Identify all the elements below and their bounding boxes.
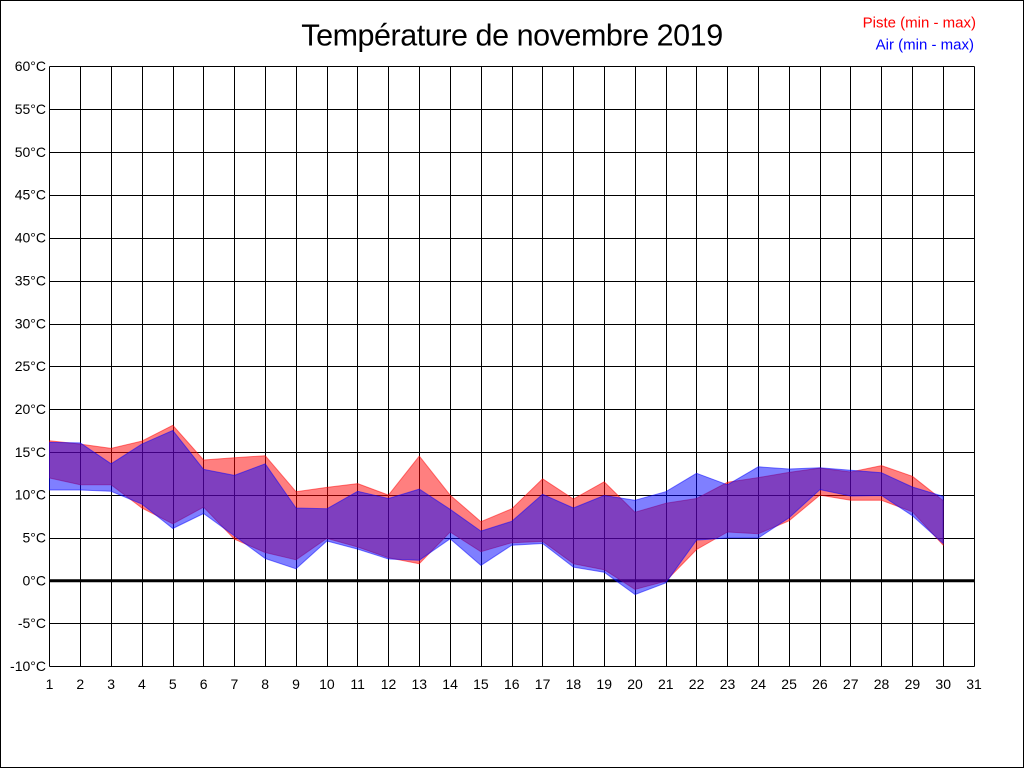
svg-text:17: 17 (535, 676, 551, 692)
svg-text:10: 10 (319, 676, 335, 692)
svg-text:9: 9 (292, 676, 300, 692)
svg-text:40°C: 40°C (15, 230, 46, 246)
svg-text:19: 19 (596, 676, 612, 692)
svg-text:35°C: 35°C (15, 272, 46, 288)
svg-text:15°C: 15°C (15, 444, 46, 460)
svg-text:18: 18 (566, 676, 582, 692)
svg-text:14: 14 (442, 676, 458, 692)
svg-text:22: 22 (689, 676, 705, 692)
svg-text:26: 26 (812, 676, 828, 692)
svg-text:29: 29 (905, 676, 921, 692)
svg-text:Piste (min - max): Piste (min - max) (863, 15, 976, 32)
svg-text:50°C: 50°C (15, 144, 46, 160)
svg-text:0°C: 0°C (23, 572, 47, 588)
svg-text:13: 13 (412, 676, 428, 692)
svg-text:60°C: 60°C (15, 58, 46, 74)
svg-text:6: 6 (200, 676, 208, 692)
svg-text:25°C: 25°C (15, 358, 46, 374)
svg-text:23: 23 (720, 676, 736, 692)
svg-text:5: 5 (169, 676, 177, 692)
svg-text:11: 11 (350, 676, 365, 692)
svg-text:45°C: 45°C (15, 187, 46, 203)
svg-text:25: 25 (781, 676, 797, 692)
svg-text:20: 20 (627, 676, 643, 692)
svg-text:7: 7 (231, 676, 239, 692)
svg-text:Température de novembre 2019: Température de novembre 2019 (301, 19, 722, 53)
svg-text:3: 3 (107, 676, 115, 692)
svg-text:31: 31 (966, 676, 982, 692)
svg-text:4: 4 (138, 676, 146, 692)
svg-text:55°C: 55°C (15, 101, 46, 117)
svg-text:Air (min - max): Air (min - max) (876, 37, 974, 54)
svg-text:15: 15 (473, 676, 489, 692)
svg-text:10°C: 10°C (15, 487, 46, 503)
svg-text:2: 2 (76, 676, 84, 692)
svg-text:27: 27 (843, 676, 859, 692)
svg-text:24: 24 (751, 676, 767, 692)
svg-text:1: 1 (46, 676, 54, 692)
svg-text:-5°C: -5°C (18, 615, 46, 631)
svg-text:30°C: 30°C (15, 315, 46, 331)
svg-text:-10°C: -10°C (10, 658, 46, 674)
svg-text:16: 16 (504, 676, 520, 692)
svg-text:12: 12 (381, 676, 397, 692)
svg-text:28: 28 (874, 676, 890, 692)
svg-text:30: 30 (935, 676, 951, 692)
svg-text:5°C: 5°C (23, 530, 47, 546)
svg-text:21: 21 (658, 676, 674, 692)
svg-text:20°C: 20°C (15, 401, 46, 417)
svg-text:8: 8 (261, 676, 269, 692)
